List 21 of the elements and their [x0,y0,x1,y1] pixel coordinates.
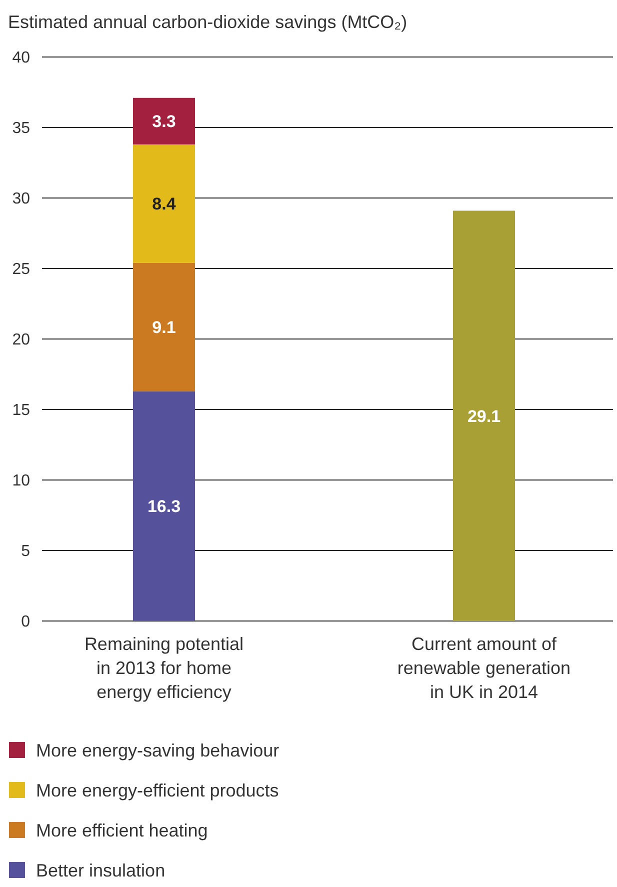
y-tick-label: 30 [12,190,30,208]
y-tick-label: 35 [12,120,30,138]
legend-label: More efficient heating [36,820,208,840]
x-tick-label: Current amount of renewable generation in UK in 2014 [397,634,571,702]
data-label: 29.1 [467,406,501,426]
y-tick-label: 0 [21,614,30,631]
data-label: 16.3 [147,497,181,516]
y-tick-label: 20 [12,332,30,349]
data-label: 8.4 [152,194,176,214]
x-tick-label: Remaining potential in 2013 for home energy efficiency [84,634,244,702]
chart-title: Estimated annual carbon-dioxide savings (MtCO₂) [8,12,408,32]
y-tick-label: 40 [12,50,30,67]
legend-label: Better insulation [36,860,166,880]
legend-label: More energy-saving behaviour [36,740,280,760]
legend-label: More energy-efficient products [36,780,279,800]
data-label: 3.3 [152,112,176,132]
y-tick-label: 25 [12,261,30,278]
data-label: 9.1 [152,318,176,337]
y-tick-label: 5 [21,543,30,560]
y-tick-label: 15 [12,402,30,420]
y-tick-label: 10 [12,472,30,490]
